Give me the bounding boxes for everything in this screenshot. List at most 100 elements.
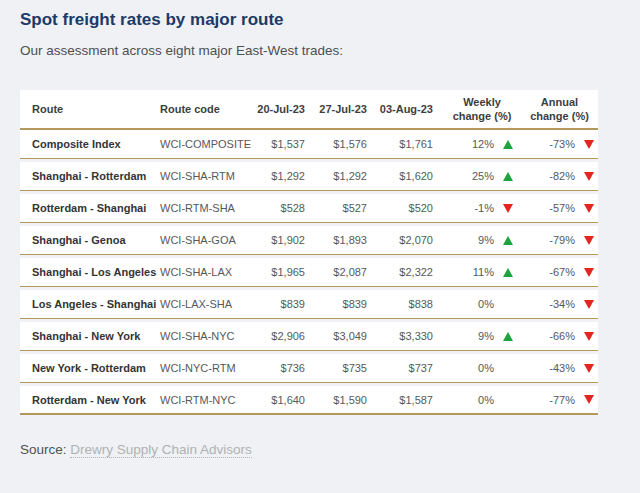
rate-03-aug-cell: $1,587 — [377, 394, 443, 406]
rate-03-aug-cell: $1,761 — [377, 138, 443, 150]
route-cell: Shanghai - Rotterdam — [20, 170, 160, 182]
weekly-change-cell: 9% — [443, 330, 521, 342]
column-header-27-jul-23: 27-Jul-23 — [315, 103, 377, 115]
column-header-annual-change: Annual change (%) — [521, 95, 598, 124]
route-code-cell: WCI-LAX-SHA — [160, 298, 255, 310]
weekly-trend-icon — [502, 204, 513, 213]
annual-change-value: -82% — [549, 170, 575, 182]
weekly-change-value: 9% — [478, 234, 494, 246]
route-cell: Shanghai - Los Angeles — [20, 266, 160, 278]
weekly-trend-icon — [502, 236, 513, 245]
route-code-cell: WCI-SHA-RTM — [160, 170, 255, 182]
table-body: Composite Index WCI-COMPOSITE $1,537 $1,… — [20, 130, 598, 415]
table-row: Shanghai - Rotterdam WCI-SHA-RTM $1,292 … — [20, 162, 598, 191]
rate-27-jul-cell: $735 — [315, 362, 377, 374]
annual-change-cell: -34% — [521, 298, 598, 310]
annual-trend-icon — [583, 268, 594, 277]
rate-03-aug-cell: $2,070 — [377, 234, 443, 246]
annual-change-value: -57% — [549, 202, 575, 214]
route-code-cell: WCI-RTM-NYC — [160, 394, 255, 406]
source-label: Source: — [20, 442, 67, 457]
rate-27-jul-cell: $1,576 — [315, 138, 377, 150]
weekly-trend-icon — [502, 172, 513, 181]
table-row: Rotterdam - New York WCI-RTM-NYC $1,640 … — [20, 386, 598, 415]
rate-27-jul-cell: $2,087 — [315, 266, 377, 278]
annual-change-value: -77% — [549, 394, 575, 406]
rate-20-jul-cell: $1,902 — [255, 234, 315, 246]
annual-change-cell: -67% — [521, 266, 598, 278]
annual-trend-icon — [583, 395, 594, 404]
annual-trend-icon — [583, 140, 594, 149]
weekly-change-cell: -1% — [443, 202, 521, 214]
annual-change-value: -34% — [549, 298, 575, 310]
annual-change-value: -79% — [549, 234, 575, 246]
rate-03-aug-cell: $838 — [377, 298, 443, 310]
weekly-trend-icon — [502, 364, 513, 373]
route-cell: Shanghai - New York — [20, 330, 160, 342]
table-row: Rotterdam - Shanghai WCI-RTM-SHA $528 $5… — [20, 194, 598, 223]
rate-27-jul-cell: $1,590 — [315, 394, 377, 406]
rate-20-jul-cell: $2,906 — [255, 330, 315, 342]
route-cell: Los Angeles - Shanghai — [20, 298, 160, 310]
annual-trend-icon — [583, 204, 594, 213]
route-cell: New York - Rotterdam — [20, 362, 160, 374]
annual-trend-icon — [583, 172, 594, 181]
table-row: Shanghai - Los Angeles WCI-SHA-LAX $1,96… — [20, 258, 598, 287]
weekly-change-cell: 11% — [443, 266, 521, 278]
rate-20-jul-cell: $1,965 — [255, 266, 315, 278]
table-row: New York - Rotterdam WCI-NYC-RTM $736 $7… — [20, 354, 598, 383]
annual-trend-icon — [583, 332, 594, 341]
route-cell: Rotterdam - Shanghai — [20, 202, 160, 214]
route-code-cell: WCI-RTM-SHA — [160, 202, 255, 214]
weekly-change-value: 25% — [472, 170, 494, 182]
weekly-change-value: 9% — [478, 330, 494, 342]
weekly-change-cell: 0% — [443, 362, 521, 374]
freight-rates-table: Route Route code 20-Jul-23 27-Jul-23 03-… — [20, 90, 598, 415]
weekly-change-value: -1% — [474, 202, 494, 214]
annual-trend-icon — [583, 300, 594, 309]
column-header-route-code: Route code — [160, 103, 255, 115]
route-cell: Shanghai - Genoa — [20, 234, 160, 246]
column-header-03-aug-23: 03-Aug-23 — [377, 103, 443, 115]
route-code-cell: WCI-SHA-NYC — [160, 330, 255, 342]
annual-change-value: -43% — [549, 362, 575, 374]
rate-20-jul-cell: $528 — [255, 202, 315, 214]
table-row: Composite Index WCI-COMPOSITE $1,537 $1,… — [20, 130, 598, 159]
route-code-cell: WCI-SHA-LAX — [160, 266, 255, 278]
rate-03-aug-cell: $3,330 — [377, 330, 443, 342]
annual-change-cell: -82% — [521, 170, 598, 182]
rate-20-jul-cell: $839 — [255, 298, 315, 310]
rate-27-jul-cell: $1,292 — [315, 170, 377, 182]
column-header-20-jul-23: 20-Jul-23 — [255, 103, 315, 115]
weekly-change-value: 0% — [478, 298, 494, 310]
annual-change-cell: -77% — [521, 394, 598, 406]
annual-change-cell: -43% — [521, 362, 598, 374]
weekly-trend-icon — [502, 140, 513, 149]
route-code-cell: WCI-NYC-RTM — [160, 362, 255, 374]
weekly-change-cell: 0% — [443, 298, 521, 310]
annual-change-cell: -73% — [521, 138, 598, 150]
annual-change-value: -66% — [549, 330, 575, 342]
table-row: Shanghai - Genoa WCI-SHA-GOA $1,902 $1,8… — [20, 226, 598, 255]
route-cell: Composite Index — [20, 138, 160, 150]
rate-27-jul-cell: $527 — [315, 202, 377, 214]
annual-change-value: -67% — [549, 266, 575, 278]
rate-20-jul-cell: $1,537 — [255, 138, 315, 150]
table-row: Shanghai - New York WCI-SHA-NYC $2,906 $… — [20, 322, 598, 351]
rate-20-jul-cell: $1,292 — [255, 170, 315, 182]
weekly-change-value: 0% — [478, 362, 494, 374]
annual-change-cell: -66% — [521, 330, 598, 342]
weekly-trend-icon — [502, 332, 513, 341]
weekly-change-value: 12% — [472, 138, 494, 150]
weekly-trend-icon — [502, 268, 513, 277]
source-line: Source: Drewry Supply Chain Advisors — [20, 442, 640, 457]
weekly-change-cell: 0% — [443, 394, 521, 406]
source-link[interactable]: Drewry Supply Chain Advisors — [70, 442, 252, 458]
annual-change-cell: -57% — [521, 202, 598, 214]
rate-03-aug-cell: $1,620 — [377, 170, 443, 182]
weekly-change-value: 0% — [478, 394, 494, 406]
annual-change-cell: -79% — [521, 234, 598, 246]
rate-03-aug-cell: $2,322 — [377, 266, 443, 278]
rate-20-jul-cell: $736 — [255, 362, 315, 374]
column-header-route: Route — [20, 103, 160, 115]
